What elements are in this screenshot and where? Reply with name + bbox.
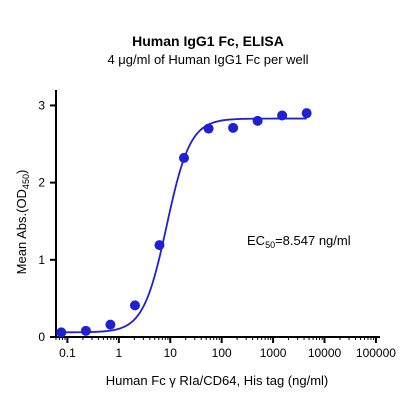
ec50-annotation: EC50=8.547 ng/ml	[247, 233, 351, 250]
data-point	[80, 325, 91, 336]
data-point	[56, 327, 67, 338]
axes	[55, 90, 380, 338]
x-tick-label: 10000	[308, 346, 342, 360]
x-ticks: 0.1 1 10 100 1000 10000 100000	[55, 337, 396, 360]
chart-subtitle: 4 μg/ml of Human IgG1 Fc per well	[107, 52, 308, 67]
ec50-sub: 50	[265, 240, 275, 250]
data-point	[252, 115, 263, 126]
data-point	[301, 108, 312, 119]
y-axis-label-main: Mean Abs.(OD	[14, 189, 29, 274]
x-tick-label: 10	[164, 346, 178, 360]
y-tick-label: 1	[38, 253, 45, 267]
data-point	[203, 123, 214, 134]
x-tick-label: 100	[212, 346, 232, 360]
y-axis-label-close: )	[14, 170, 29, 174]
y-tick-label: 0	[38, 330, 45, 344]
x-tick-label: 1000	[260, 346, 287, 360]
data-point	[277, 110, 288, 121]
x-tick-label: 0.1	[59, 346, 76, 360]
y-ticks: 0 1 2 3	[38, 98, 56, 344]
ec50-main: EC	[247, 233, 265, 248]
ec50-rest: =8.547 ng/ml	[275, 233, 351, 248]
fit-curve	[61, 117, 307, 334]
data-point	[105, 319, 116, 330]
y-axis-label-sub: 450	[21, 174, 31, 189]
data-point	[129, 300, 140, 311]
y-tick-label: 3	[38, 98, 45, 112]
y-axis-label: Mean Abs.(OD450)	[14, 170, 31, 275]
data-point	[154, 240, 165, 251]
fit-layer	[61, 117, 307, 334]
x-tick-label: 1	[115, 346, 122, 360]
points-layer	[56, 108, 312, 338]
data-point	[178, 152, 189, 163]
x-tick-label: 100000	[356, 346, 396, 360]
chart-title: Human IgG1 Fc, ELISA	[132, 33, 284, 49]
y-tick-label: 2	[38, 176, 45, 190]
x-axis-label: Human Fc γ RIa/CD64, His tag (ng/ml)	[106, 373, 329, 388]
data-point	[228, 122, 239, 133]
